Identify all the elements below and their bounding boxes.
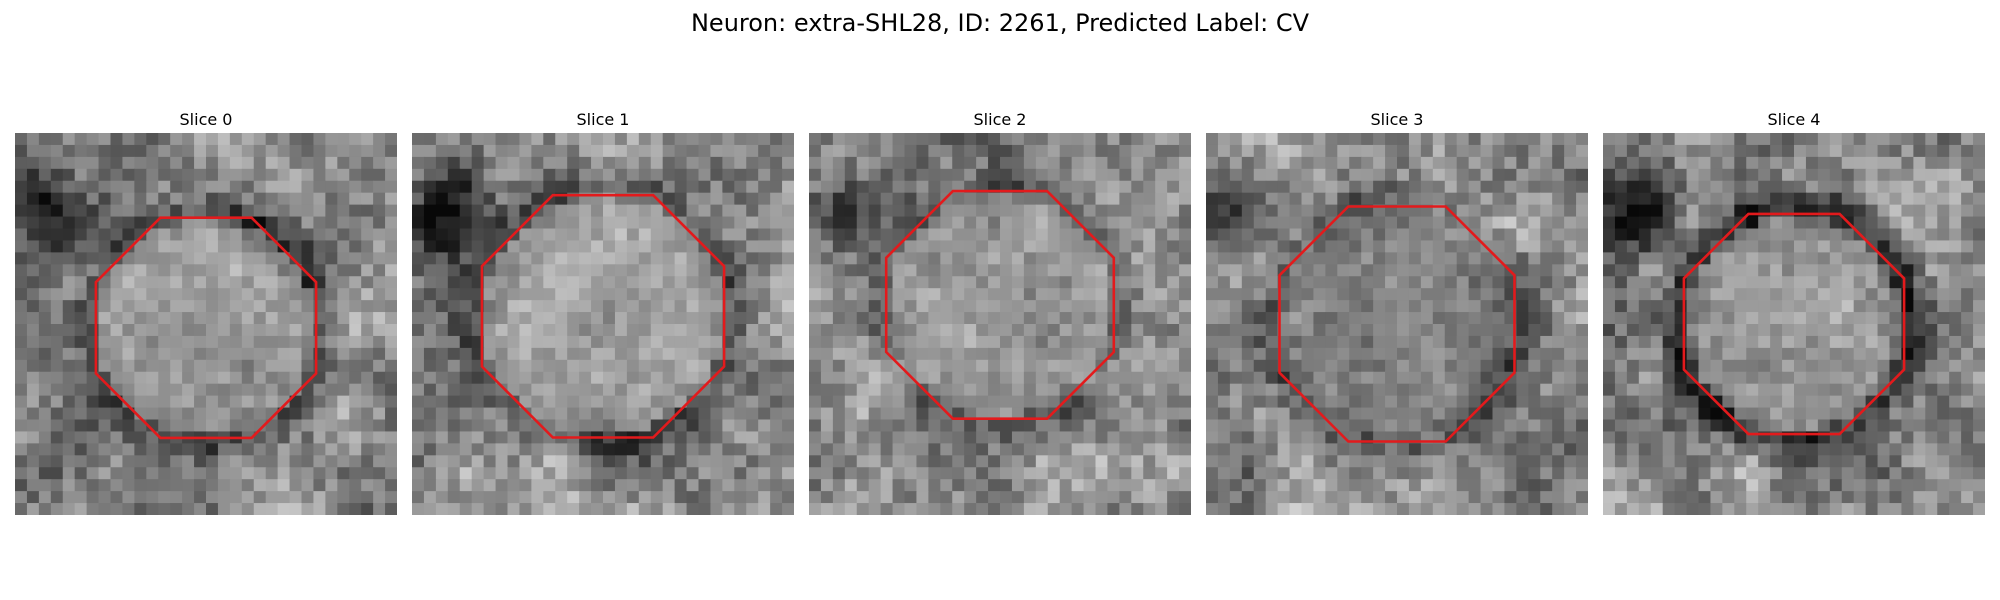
figure-title: Neuron: extra-SHL28, ID: 2261, Predicted… <box>690 9 1310 37</box>
segmentation-contour <box>94 216 318 440</box>
slice-panel-4: Slice 4 <box>1603 110 1985 515</box>
slice-panel-0: Slice 0 <box>15 110 397 515</box>
slice-image <box>1206 133 1588 515</box>
slice-title: Slice 0 <box>179 110 233 129</box>
slice-image <box>412 133 794 515</box>
slice-title: Slice 4 <box>1767 110 1821 129</box>
slice-image <box>1603 133 1985 515</box>
pixel-texture <box>412 133 794 515</box>
slice-panel-1: Slice 1 <box>412 110 794 515</box>
pixel-texture <box>15 133 397 515</box>
slice-title: Slice 2 <box>973 110 1027 129</box>
slice-image <box>809 133 1191 515</box>
slice-panel-3: Slice 3 <box>1206 110 1588 515</box>
segmentation-contour <box>480 193 726 439</box>
slice-title: Slice 1 <box>576 110 630 129</box>
pixel-texture <box>1603 133 1985 515</box>
segmentation-contour <box>1682 212 1906 436</box>
slice-image <box>15 133 397 515</box>
segmentation-contour <box>1278 205 1516 443</box>
pixel-texture <box>1206 133 1588 515</box>
slice-title: Slice 3 <box>1370 110 1424 129</box>
pixel-texture <box>809 133 1191 515</box>
slice-panel-2: Slice 2 <box>809 110 1191 515</box>
segmentation-contour <box>884 189 1116 421</box>
